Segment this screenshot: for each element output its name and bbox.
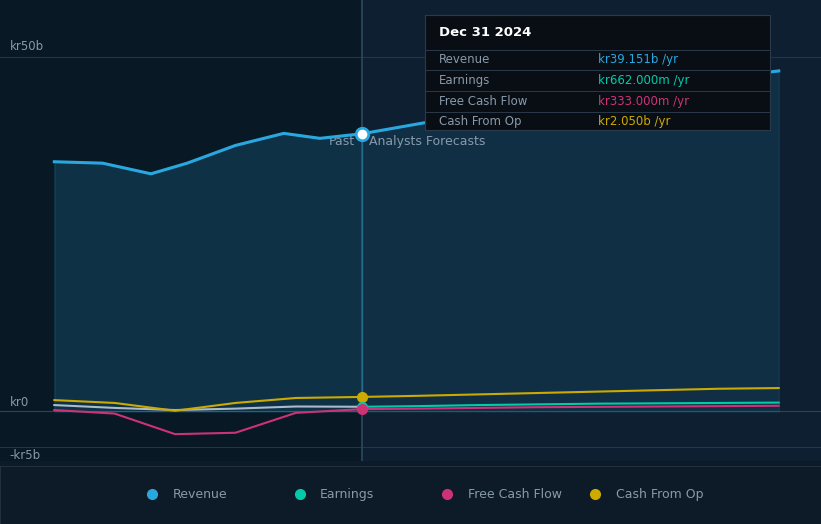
Text: 2022: 2022 [39, 470, 70, 483]
Text: Cash From Op: Cash From Op [438, 115, 521, 128]
Text: 2023: 2023 [159, 470, 190, 483]
Text: Earnings: Earnings [320, 487, 374, 500]
Text: kr50b: kr50b [10, 40, 44, 53]
Text: 2024: 2024 [280, 470, 312, 483]
Text: kr662.000m /yr: kr662.000m /yr [598, 74, 689, 87]
Text: Cash From Op: Cash From Op [616, 487, 704, 500]
Text: 2026: 2026 [521, 470, 553, 483]
Bar [0, 0, 362, 461]
Text: kr2.050b /yr: kr2.050b /yr [598, 115, 670, 128]
Text: Revenue: Revenue [438, 53, 490, 67]
Text: -kr5b: -kr5b [10, 449, 41, 462]
Text: Free Cash Flow: Free Cash Flow [438, 95, 527, 108]
Text: Revenue: Revenue [172, 487, 227, 500]
Text: Analysts Forecasts: Analysts Forecasts [369, 136, 486, 148]
Text: kr333.000m /yr: kr333.000m /yr [598, 95, 689, 108]
Text: Free Cash Flow: Free Cash Flow [468, 487, 562, 500]
Text: kr39.151b /yr: kr39.151b /yr [598, 53, 677, 67]
Text: 2027: 2027 [642, 470, 674, 483]
Bar [362, 0, 821, 461]
Text: Past: Past [329, 136, 355, 148]
Text: kr0: kr0 [10, 396, 29, 409]
Text: 2025: 2025 [401, 470, 433, 483]
Text: Dec 31 2024: Dec 31 2024 [438, 26, 531, 39]
Text: Earnings: Earnings [438, 74, 490, 87]
